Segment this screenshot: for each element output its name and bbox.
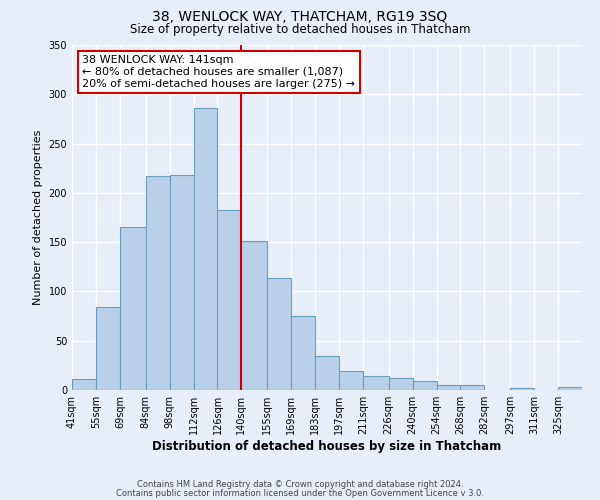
Bar (460, 385, 484, 390)
Bar (146, 176, 170, 390)
Bar (363, 376, 389, 390)
Bar (96, 307, 120, 390)
Bar (437, 385, 460, 390)
Text: 38 WENLOCK WAY: 141sqm
← 80% of detached houses are smaller (1,087)
20% of semi-: 38 WENLOCK WAY: 141sqm ← 80% of detached… (82, 56, 355, 88)
Bar (72, 379, 96, 390)
Bar (413, 381, 437, 390)
Bar (339, 372, 363, 390)
Bar (558, 387, 582, 390)
Bar (120, 228, 146, 390)
Bar (170, 175, 194, 390)
X-axis label: Distribution of detached houses by size in Thatcham: Distribution of detached houses by size … (152, 440, 502, 453)
Bar (241, 241, 267, 390)
Bar (291, 316, 315, 390)
Bar (315, 356, 339, 390)
Text: Size of property relative to detached houses in Thatcham: Size of property relative to detached ho… (130, 22, 470, 36)
Y-axis label: Number of detached properties: Number of detached properties (33, 130, 43, 305)
Bar (194, 108, 217, 390)
Text: Contains HM Land Registry data © Crown copyright and database right 2024.: Contains HM Land Registry data © Crown c… (137, 480, 463, 489)
Bar (267, 278, 291, 390)
Bar (389, 378, 413, 390)
Text: Contains public sector information licensed under the Open Government Licence v : Contains public sector information licen… (116, 488, 484, 498)
Bar (510, 388, 534, 390)
Bar (217, 210, 241, 390)
Text: 38, WENLOCK WAY, THATCHAM, RG19 3SQ: 38, WENLOCK WAY, THATCHAM, RG19 3SQ (152, 10, 448, 24)
